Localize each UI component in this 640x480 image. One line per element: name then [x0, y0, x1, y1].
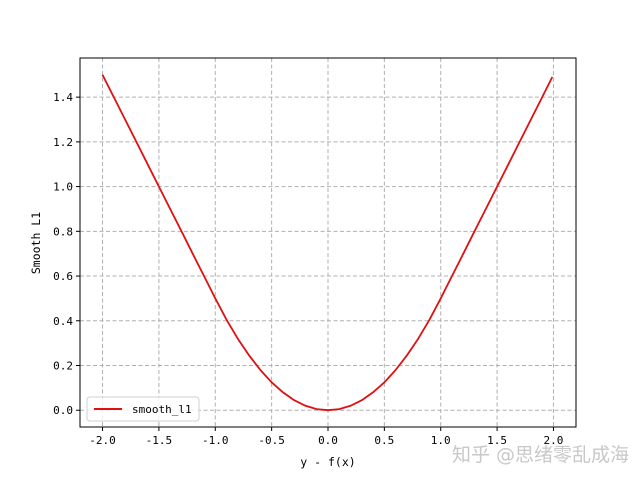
legend-box: [86, 396, 200, 422]
x-tick-label: 1.5: [487, 434, 507, 447]
series-layer: [101, 74, 554, 412]
watermark: 知乎 @思绪零乱成海: [452, 444, 630, 466]
y-tick-label: 1.0: [53, 181, 73, 194]
x-tick-label: 2.0: [544, 434, 564, 447]
y-tick-label: 1.4: [53, 91, 73, 104]
x-tick-label: -2.0: [89, 434, 116, 447]
y-tick-label: 0.4: [53, 315, 73, 328]
y-tick-label: 0.2: [53, 360, 73, 373]
y-tick-label: 0.0: [53, 404, 73, 417]
y-tick-label: 0.6: [53, 270, 73, 283]
x-tick-label: -0.5: [258, 434, 285, 447]
legend: smooth_l1: [86, 396, 200, 422]
grid: [80, 58, 576, 427]
legend-label-smooth-l1: smooth_l1: [132, 403, 192, 416]
x-tick-label: -1.0: [202, 434, 229, 447]
y-tick-label: 0.8: [53, 225, 73, 238]
y-axis-label: Smooth L1: [29, 212, 43, 274]
x-tick-label: -1.5: [146, 434, 173, 447]
y-axis: 0.0 0.2 0.4 0.6 0.8 1.0 1.2 1.4: [53, 91, 80, 417]
x-tick-label: 0.5: [374, 434, 394, 447]
series-line-smooth-l1: [101, 74, 554, 412]
x-axis: -2.0 -1.5 -1.0 -0.5 0.0 0.5 1.0 1.5 2.0: [89, 427, 563, 447]
x-tick-label: 1.0: [431, 434, 451, 447]
x-tick-label: 0.0: [318, 434, 338, 447]
y-tick-label: 1.2: [53, 136, 73, 149]
x-axis-label: y - f(x): [300, 455, 355, 469]
